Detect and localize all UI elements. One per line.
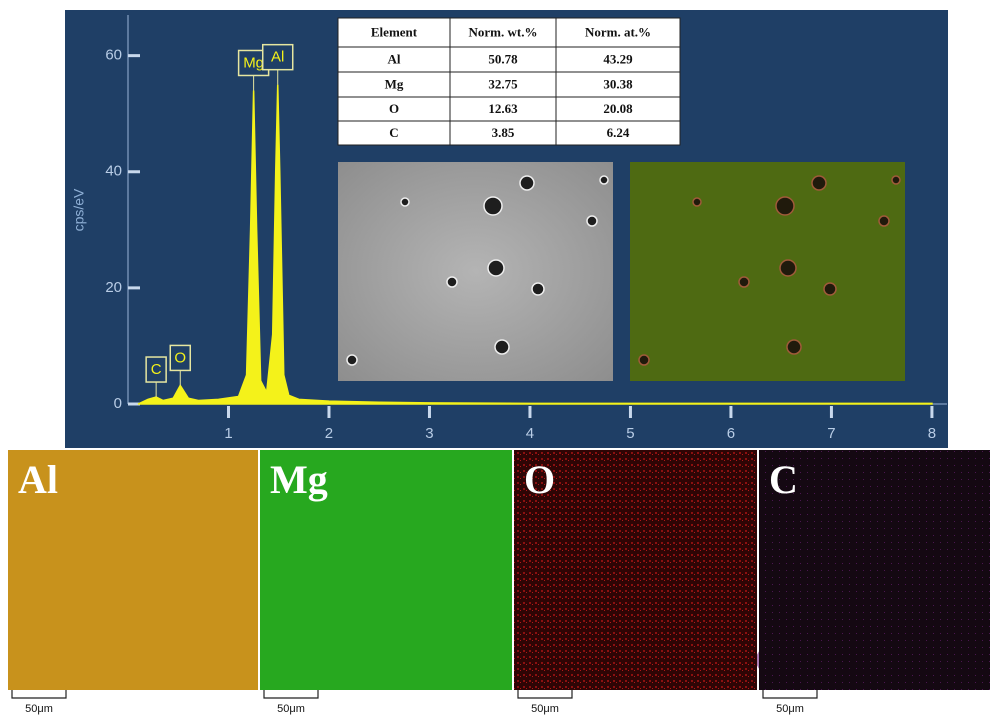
sem-spot bbox=[520, 176, 534, 190]
y-tick-label: 40 bbox=[105, 163, 122, 180]
table-cell: Mg bbox=[385, 76, 404, 91]
overlay-spot bbox=[639, 355, 649, 365]
table-header: Element bbox=[371, 24, 418, 39]
sem-spot bbox=[347, 355, 357, 365]
x-tick-label: 4 bbox=[526, 425, 534, 442]
sem-spot bbox=[532, 283, 544, 295]
x-tick-label: 5 bbox=[626, 425, 634, 442]
table-cell: 6.24 bbox=[607, 125, 630, 140]
sem-spot bbox=[447, 277, 457, 287]
scale-bar bbox=[763, 690, 817, 698]
scale-bar-label: 50μm bbox=[776, 703, 804, 715]
map-label: Al bbox=[18, 457, 58, 502]
scale-bar-label: 50μm bbox=[531, 703, 559, 715]
scale-bar bbox=[264, 690, 318, 698]
table-header: Norm. wt.% bbox=[469, 24, 538, 39]
scale-bar bbox=[12, 690, 66, 698]
table-cell: 12.63 bbox=[488, 101, 518, 116]
peak-label: C bbox=[151, 361, 162, 378]
table-cell: Al bbox=[388, 51, 401, 66]
overlay-spot bbox=[879, 216, 889, 226]
x-tick-label: 6 bbox=[727, 425, 735, 442]
sem-spot bbox=[488, 260, 504, 276]
sem-image bbox=[338, 162, 613, 381]
x-tick-label: 8 bbox=[928, 425, 936, 442]
x-tick-label: 7 bbox=[827, 425, 835, 442]
sem-spot bbox=[484, 197, 502, 215]
peak-label: O bbox=[174, 349, 186, 366]
y-tick-label: 60 bbox=[105, 47, 122, 64]
overlay-image bbox=[630, 162, 905, 381]
table-cell: O bbox=[389, 101, 399, 116]
table-cell: 43.29 bbox=[603, 51, 633, 66]
overlay-spot bbox=[824, 283, 836, 295]
overlay-spot bbox=[787, 340, 801, 354]
composition-table: Element Norm. wt.% Norm. at.% Al 50.78 43.29 M… bbox=[338, 18, 680, 145]
map-label: Mg bbox=[270, 457, 328, 502]
sem-spot bbox=[600, 176, 608, 184]
overlay-spot bbox=[812, 176, 826, 190]
overlay-spot bbox=[780, 260, 796, 276]
table-cell: C bbox=[389, 125, 398, 140]
peak-label: Al bbox=[271, 49, 284, 66]
overlay-spot bbox=[892, 176, 900, 184]
overlay-spot bbox=[776, 197, 794, 215]
scale-bar bbox=[518, 690, 572, 698]
table-cell: 50.78 bbox=[488, 51, 518, 66]
scale-bar-label: 50μm bbox=[277, 703, 305, 715]
peak-label: Mg bbox=[243, 54, 264, 71]
y-axis-label: cps/eV bbox=[71, 188, 87, 231]
table-header: Norm. at.% bbox=[585, 24, 651, 39]
sem-spot bbox=[495, 340, 509, 354]
page: cps/eV Element Norm. wt.% Norm. at.% Al 50.7… bbox=[0, 0, 998, 725]
scale-bar-label: 50μm bbox=[25, 703, 53, 715]
table-cell: 32.75 bbox=[488, 76, 518, 91]
table-cell: 30.38 bbox=[603, 76, 633, 91]
x-tick-label: 1 bbox=[224, 425, 232, 442]
figure: cps/eV Element Norm. wt.% Norm. at.% Al 50.7… bbox=[0, 0, 998, 720]
x-tick-label: 3 bbox=[425, 425, 433, 442]
map-label: C bbox=[769, 457, 798, 502]
overlay-spot bbox=[693, 198, 701, 206]
map-label: O bbox=[524, 457, 555, 502]
table-cell: 3.85 bbox=[492, 125, 515, 140]
y-tick-label: 0 bbox=[114, 395, 122, 412]
sem-spot bbox=[401, 198, 409, 206]
sem-spot bbox=[587, 216, 597, 226]
y-tick-label: 20 bbox=[105, 279, 122, 296]
table-cell: 20.08 bbox=[603, 101, 633, 116]
x-tick-label: 2 bbox=[325, 425, 333, 442]
overlay-spot bbox=[739, 277, 749, 287]
